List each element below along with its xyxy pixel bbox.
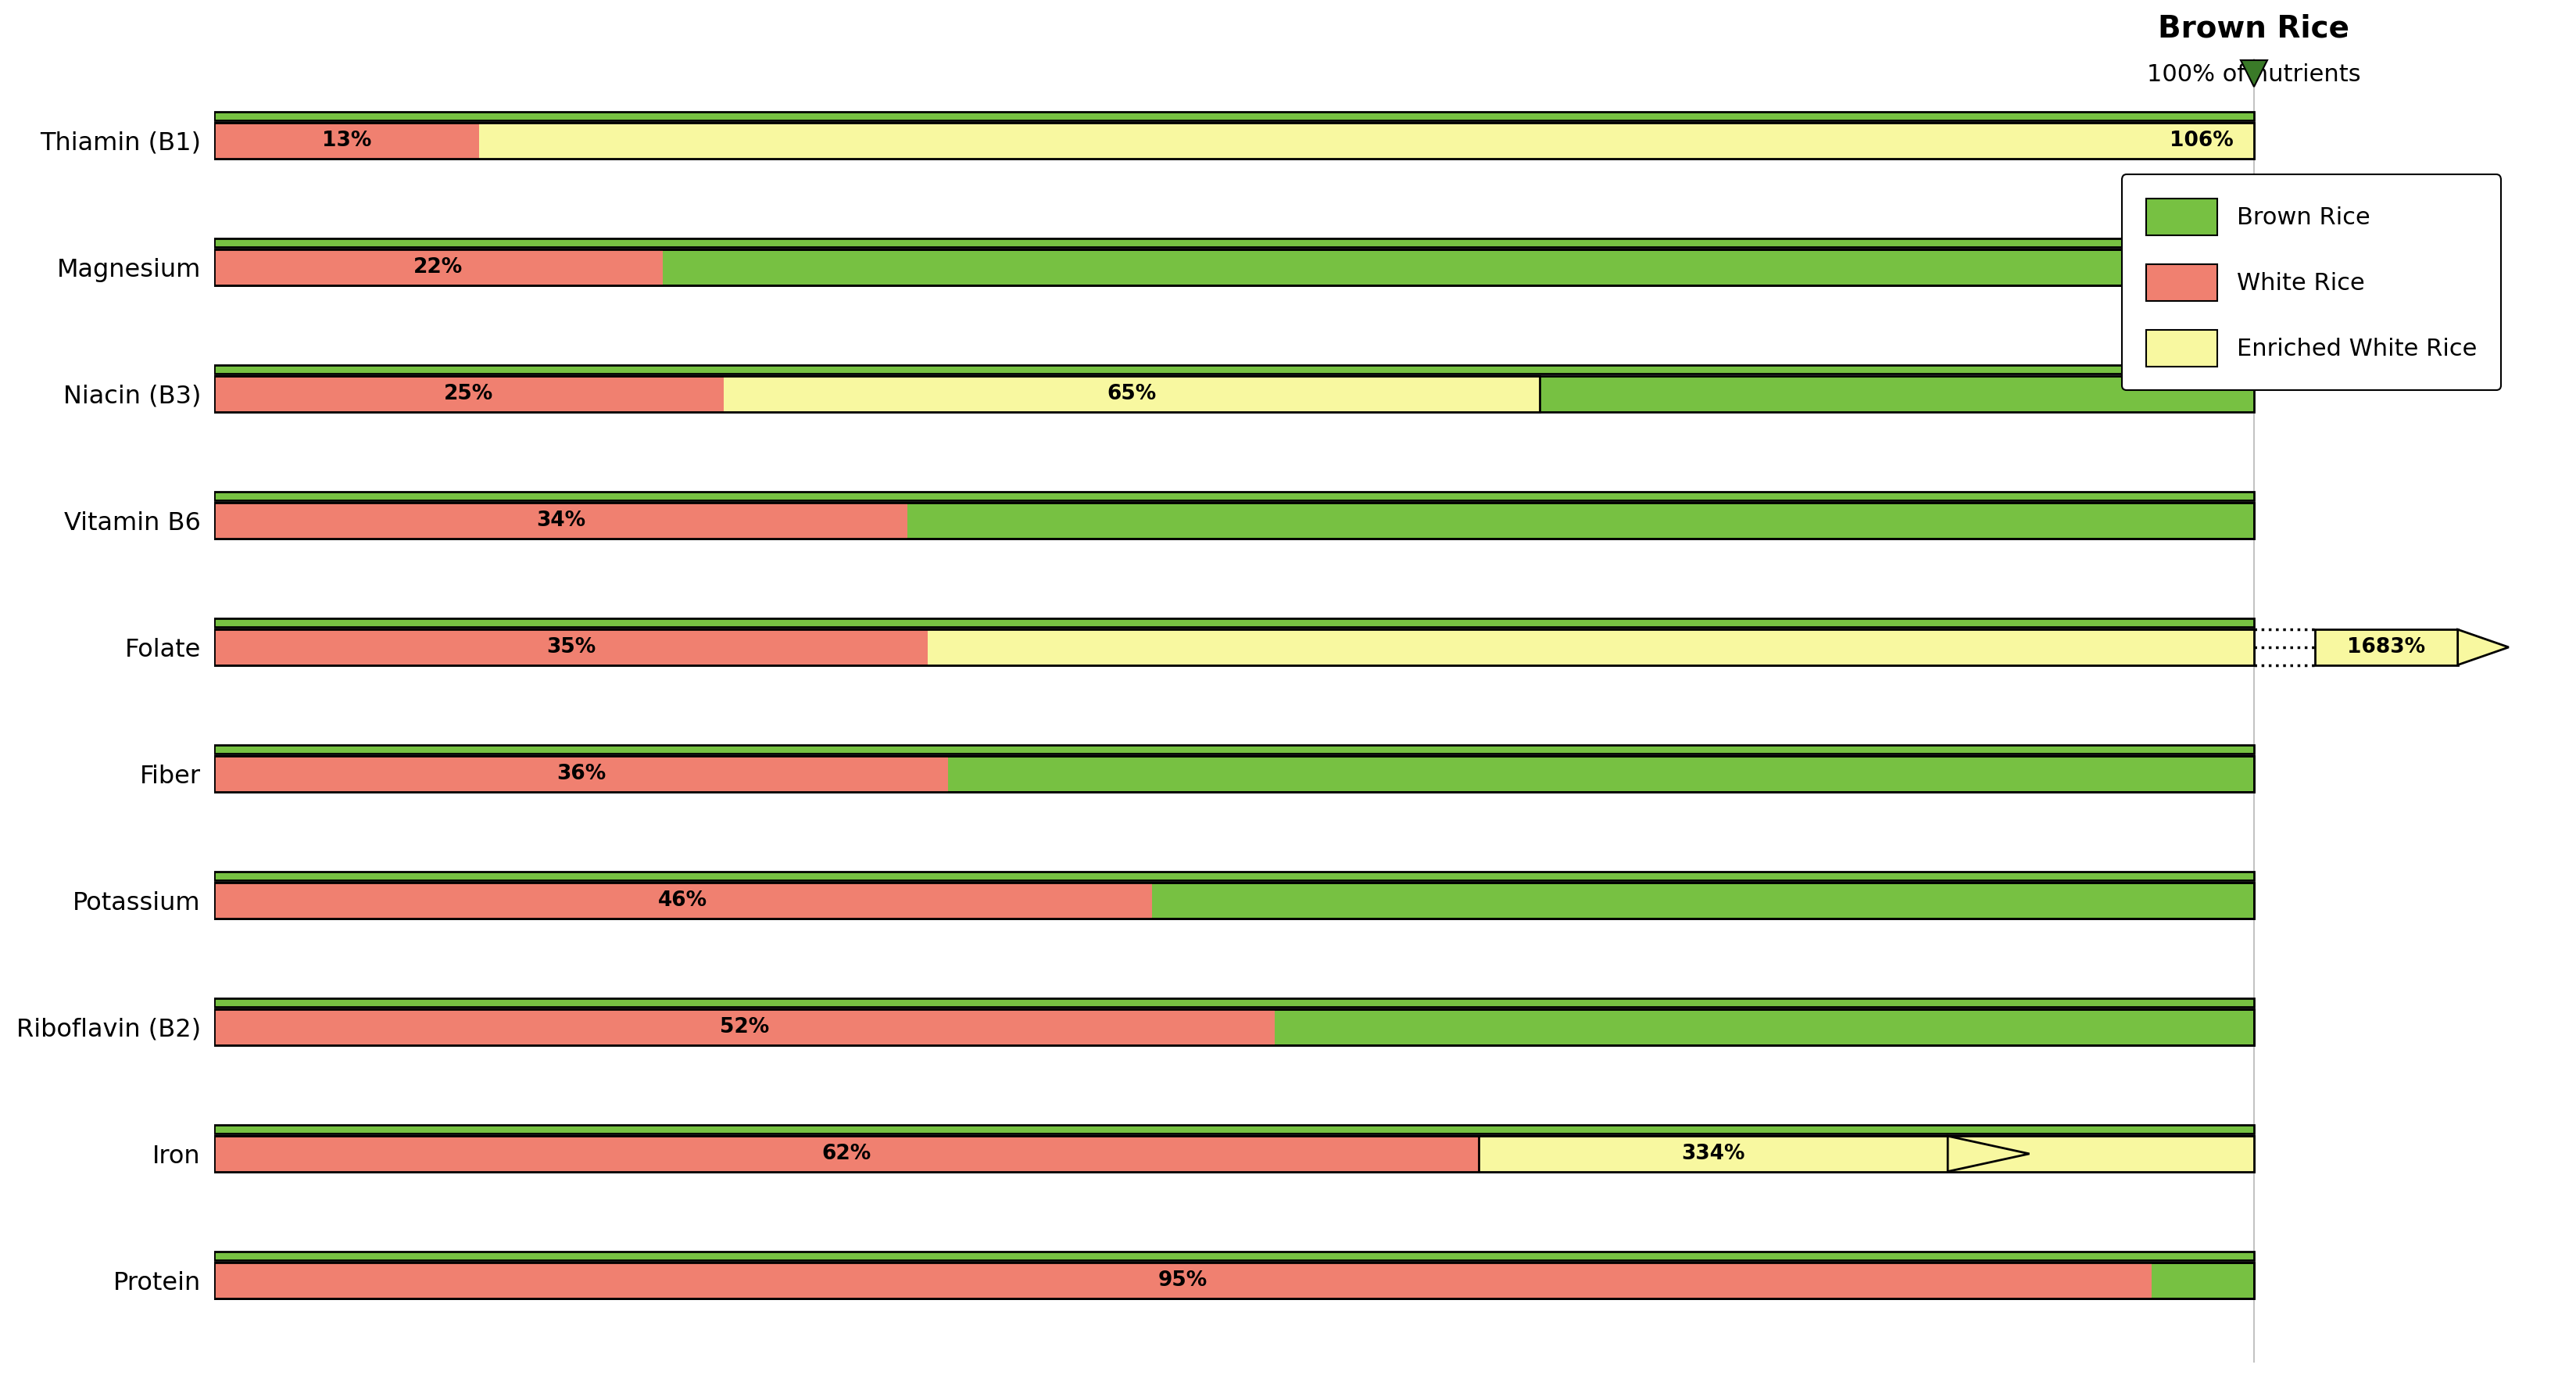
Bar: [214, 503, 907, 538]
Bar: [214, 1263, 2254, 1298]
Bar: [214, 629, 927, 665]
Bar: [214, 239, 2254, 247]
Bar: [1479, 1136, 1947, 1172]
Bar: [214, 123, 479, 159]
Bar: [214, 1009, 1275, 1045]
Bar: [214, 998, 2254, 1007]
Text: 36%: 36%: [556, 764, 605, 785]
Bar: [2316, 629, 2458, 665]
Bar: [927, 629, 2254, 665]
Bar: [214, 376, 724, 412]
Bar: [214, 883, 2254, 918]
Text: 334%: 334%: [1682, 1143, 1744, 1164]
Bar: [214, 1009, 2254, 1045]
Bar: [214, 250, 662, 285]
Bar: [214, 618, 2254, 627]
Bar: [214, 756, 948, 792]
Bar: [214, 629, 2254, 665]
Text: 52%: 52%: [719, 1016, 770, 1037]
Bar: [214, 123, 2254, 159]
Bar: [214, 745, 2254, 753]
Polygon shape: [1947, 1136, 2030, 1172]
Bar: [214, 883, 1151, 918]
Bar: [214, 503, 2254, 538]
Text: 25%: 25%: [443, 383, 495, 404]
Text: 65%: 65%: [1108, 383, 1157, 404]
Polygon shape: [2458, 629, 2509, 665]
Bar: [479, 123, 2254, 159]
Bar: [214, 1009, 2254, 1045]
Bar: [1479, 1136, 2254, 1172]
Bar: [214, 1125, 2254, 1134]
Bar: [214, 376, 2254, 412]
Bar: [214, 883, 2254, 918]
Bar: [214, 1136, 2254, 1172]
Bar: [214, 503, 2254, 538]
Legend: Brown Rice, White Rice, Enriched White Rice: Brown Rice, White Rice, Enriched White R…: [2123, 175, 2501, 390]
Text: 35%: 35%: [546, 637, 595, 658]
Bar: [214, 756, 2254, 792]
Bar: [214, 1136, 1479, 1172]
Bar: [214, 1251, 2254, 1260]
Bar: [214, 365, 2254, 374]
Text: 95%: 95%: [1159, 1270, 1208, 1291]
Text: 106%: 106%: [2169, 131, 2233, 150]
Bar: [214, 376, 1540, 412]
Bar: [724, 376, 1540, 412]
Bar: [214, 1263, 2151, 1298]
Text: 62%: 62%: [822, 1143, 871, 1164]
Bar: [214, 872, 2254, 880]
Text: 13%: 13%: [322, 131, 371, 150]
Text: 22%: 22%: [415, 256, 464, 277]
Text: Brown Rice: Brown Rice: [2159, 14, 2349, 43]
Bar: [214, 491, 2254, 501]
Bar: [214, 112, 2254, 120]
Bar: [214, 1263, 2254, 1298]
Text: 100% of nutrients: 100% of nutrients: [2146, 63, 2360, 85]
Bar: [214, 629, 2254, 665]
Text: 46%: 46%: [659, 891, 708, 910]
Bar: [214, 250, 2254, 285]
Bar: [214, 1136, 2254, 1172]
Text: 1683%: 1683%: [2347, 637, 2427, 658]
Bar: [214, 756, 2254, 792]
Bar: [214, 123, 2254, 159]
Text: 34%: 34%: [536, 510, 585, 531]
Bar: [214, 250, 2254, 285]
